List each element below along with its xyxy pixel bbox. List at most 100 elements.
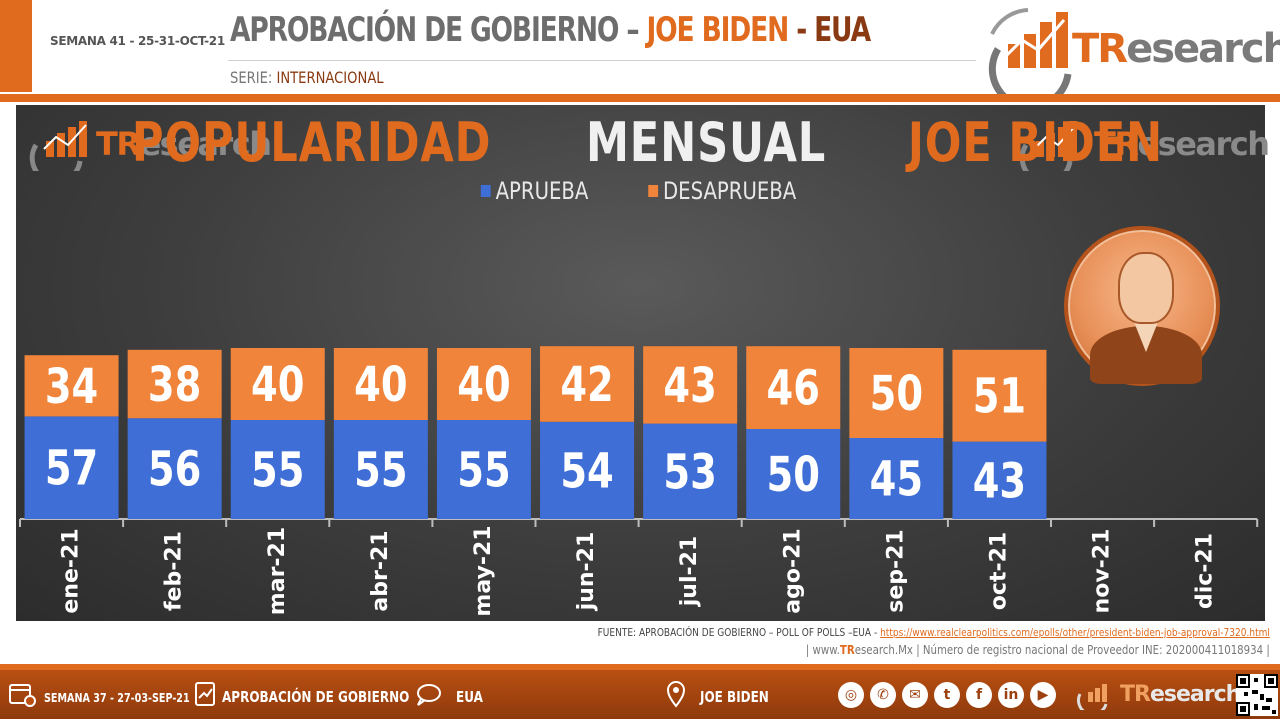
source-line: FUENTE: APROBACIÓN DE GOBIERNO – POLL OF… xyxy=(598,626,1270,639)
youtube-icon[interactable]: ▶ xyxy=(1030,682,1056,708)
email-icon[interactable]: ✉ xyxy=(902,682,928,708)
bar-desaprueba-ago-21 xyxy=(746,346,841,429)
facebook-icon[interactable]: f xyxy=(966,682,992,708)
x-tick-label-feb-21: feb-21 xyxy=(162,531,187,611)
calendar-icon xyxy=(9,684,36,707)
bar-desaprueba-mar-21 xyxy=(230,348,325,420)
panel-brand-left-rest: esearch xyxy=(139,125,272,163)
footer-brand-tr: TR xyxy=(1120,682,1151,707)
bar-desaprueba-sep-21 xyxy=(849,348,944,438)
legend-swatch-desaprueba xyxy=(647,185,658,197)
serie-value: INTERNACIONAL xyxy=(276,68,384,87)
x-tick-label-jun-21: jun-21 xyxy=(574,532,599,612)
bar-aprueba-ago-21 xyxy=(746,429,841,519)
label-aprueba-feb-21: 56 xyxy=(148,443,201,498)
x-tick-label-sep-21: sep-21 xyxy=(883,529,908,613)
label-desaprueba-mar-21: 40 xyxy=(251,358,304,413)
header-serie: SERIE: INTERNACIONAL xyxy=(230,68,384,87)
biden-portrait xyxy=(1064,226,1220,386)
footer-logo-icon xyxy=(1077,684,1108,710)
label-aprueba-ago-21: 50 xyxy=(767,448,820,503)
registry-line: | www.TResearch.Mx | Número de registro … xyxy=(806,643,1270,657)
x-tick-label-abr-21: abr-21 xyxy=(368,530,393,611)
x-tick-label-nov-21: nov-21 xyxy=(1090,529,1115,614)
label-desaprueba-oct-21: 51 xyxy=(973,370,1026,425)
web-rest: esearch.Mx | Número de registro nacional… xyxy=(854,643,1270,657)
bar-desaprueba-oct-21 xyxy=(952,349,1047,442)
chart-title: POPULARIDAD MENSUAL JOE BIDEN xyxy=(16,111,1265,174)
twitter-icon[interactable]: t xyxy=(934,682,960,708)
chart-legend: APRUEBA DESAPRUEBA xyxy=(16,177,1265,205)
header-week: SEMANA 41 - 25-31-OCT-21 xyxy=(50,34,225,48)
chart-title-word-3: JOE BIDEN xyxy=(907,111,1163,174)
label-desaprueba-jun-21: 42 xyxy=(560,358,613,413)
label-desaprueba-feb-21: 38 xyxy=(148,358,201,413)
qr-code-icon[interactable] xyxy=(1236,674,1278,716)
label-aprueba-jun-21: 54 xyxy=(560,444,613,499)
globe-icon[interactable]: ◎ xyxy=(838,682,864,708)
panel-logo-right-icon xyxy=(1019,121,1077,171)
x-tick-label-oct-21: oct-21 xyxy=(986,532,1011,610)
bar-aprueba-mar-21 xyxy=(230,420,325,519)
brand-tr: TR xyxy=(1072,26,1128,72)
header-accent-bar xyxy=(0,0,32,92)
brand-logo-icon xyxy=(988,8,1072,94)
panel-brand-left-tr: TR xyxy=(96,125,141,163)
bar-aprueba-jul-21 xyxy=(643,423,738,519)
page-title: APROBACIÓN DE GOBIERNO – JOE BIDEN - EUA xyxy=(230,10,871,50)
bar-desaprueba-ene-21 xyxy=(24,355,119,417)
bar-aprueba-sep-21 xyxy=(849,438,944,519)
footer-person: JOE BIDEN xyxy=(700,688,769,706)
title-part-1: APROBACIÓN DE GOBIERNO – xyxy=(230,10,647,50)
web-tr: TR xyxy=(840,643,855,657)
legend-item-desaprueba: DESAPRUEBA xyxy=(647,177,796,205)
bar-aprueba-feb-21 xyxy=(127,418,222,519)
title-part-2: JOE BIDEN xyxy=(646,10,789,50)
chart-title-word-2: MENSUAL xyxy=(585,111,826,174)
bar-desaprueba-jun-21 xyxy=(540,346,635,422)
linkedin-icon[interactable]: in xyxy=(998,682,1024,708)
panel-brand-right-tr: TR xyxy=(1094,125,1139,163)
footer-accent xyxy=(0,664,1280,670)
bar-aprueba-may-21 xyxy=(436,420,531,519)
speech-bubble-icon xyxy=(417,684,441,706)
location-pin-icon xyxy=(666,681,686,708)
legend-label-aprueba: APRUEBA xyxy=(495,177,589,205)
x-tick-label-ene-21: ene-21 xyxy=(59,528,84,613)
label-desaprueba-may-21: 40 xyxy=(457,358,510,413)
legend-swatch-aprueba xyxy=(480,185,491,197)
phone-icon[interactable]: ✆ xyxy=(870,682,896,708)
label-desaprueba-ene-21: 34 xyxy=(45,360,98,415)
label-desaprueba-jul-21: 43 xyxy=(663,359,716,414)
header-divider xyxy=(228,60,976,61)
footer-brand-rest: esearch xyxy=(1149,682,1241,707)
title-part-4: EUA xyxy=(814,10,871,50)
x-tick-label-jul-21: jul-21 xyxy=(677,536,702,608)
footer-week: SEMANA 37 - 27-03-SEP-21 xyxy=(44,691,190,705)
footer-brand: TResearch xyxy=(1120,682,1241,707)
brand-rest: esearch xyxy=(1126,26,1280,72)
chart-panel: TResearch TResearch POPULARIDAD MENSUAL … xyxy=(16,105,1270,621)
label-desaprueba-sep-21: 50 xyxy=(870,367,923,422)
source-text: FUENTE: APROBACIÓN DE GOBIERNO – POLL OF… xyxy=(597,626,881,639)
serie-label: SERIE: xyxy=(230,68,277,87)
bar-aprueba-abr-21 xyxy=(333,420,428,519)
x-tick-label-dic-21: dic-21 xyxy=(1193,533,1218,609)
bar-desaprueba-jul-21 xyxy=(643,346,738,424)
legend-label-desaprueba: DESAPRUEBA xyxy=(662,177,796,205)
header-orange-strip xyxy=(0,94,1280,102)
bar-desaprueba-may-21 xyxy=(436,348,531,420)
panel-logo-left-icon xyxy=(29,121,87,171)
footer-topic: APROBACIÓN DE GOBIERNO xyxy=(222,688,410,706)
source-link[interactable]: https://www.realclearpolitics.com/epolls… xyxy=(880,626,1270,639)
x-tick-label-may-21: may-21 xyxy=(471,525,496,616)
title-part-3: - xyxy=(788,10,815,50)
chart-title-word-1: POPULARIDAD xyxy=(131,111,491,174)
stacked-bar-chart: 57 34 ene-21 56 38 feb-21 55 40 mar-21 55 40 abr-21… xyxy=(19,346,1259,617)
label-aprueba-mar-21: 55 xyxy=(251,443,304,498)
bar-aprueba-oct-21 xyxy=(952,441,1047,519)
label-aprueba-abr-21: 55 xyxy=(354,443,407,498)
label-aprueba-oct-21: 43 xyxy=(973,454,1026,509)
label-desaprueba-abr-21: 40 xyxy=(354,358,407,413)
